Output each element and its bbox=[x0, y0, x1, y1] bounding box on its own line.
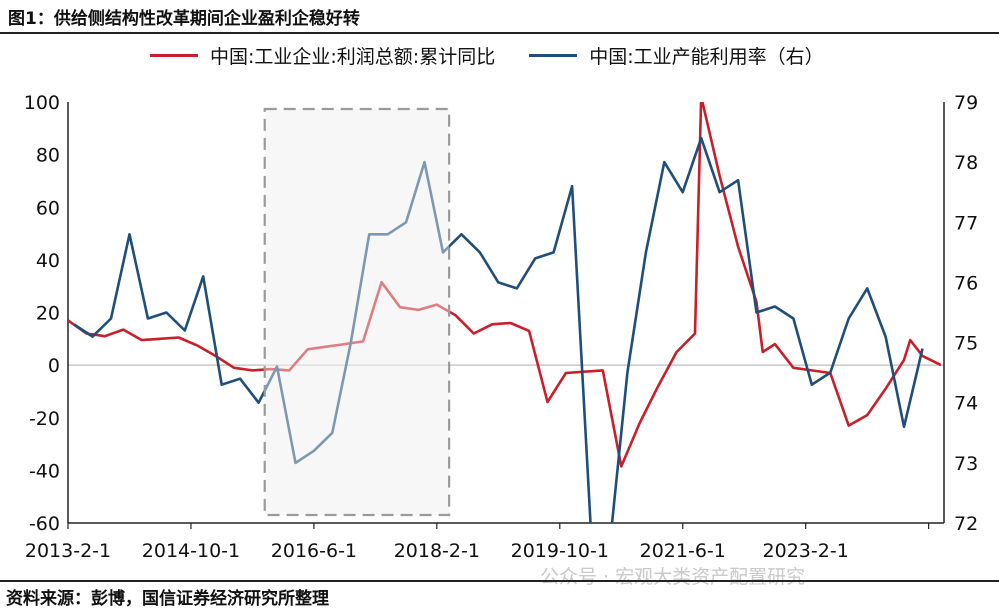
legend-swatch-capacity bbox=[529, 54, 578, 57]
y-left-tick-label: 20 bbox=[36, 303, 60, 325]
x-tick-label: 2021-6-1 bbox=[640, 540, 726, 562]
tick-labels-layer: 100 80 60 40 20 0 -20 -40 -60 79 78 77 76 75 74 73 72 201… bbox=[24, 92, 978, 562]
y-left-tick-label: -20 bbox=[29, 408, 60, 430]
figure-title: 图1：供给侧结构性改革期间企业盈利企稳好转 bbox=[8, 9, 360, 29]
title-rule bbox=[0, 32, 999, 34]
legend-label-profit: 中国:工业企业:利润总额:累计同比 bbox=[210, 46, 496, 68]
watermark: 公众号 · 宏观大类资产配置研究 bbox=[540, 566, 806, 588]
legend-label-capacity: 中国:工业产能利用率（右） bbox=[589, 46, 824, 68]
source-rule bbox=[0, 580, 999, 582]
axes-layer bbox=[67, 102, 945, 529]
series-line-profit bbox=[68, 102, 942, 468]
highlight-box-border bbox=[263, 107, 451, 517]
legend-item-capacity: 中国:工业产能利用率（右） bbox=[529, 42, 824, 69]
y-left-tick-label: 40 bbox=[36, 250, 60, 272]
chart-legend: 中国:工业企业:利润总额:累计同比 中国:工业产能利用率（右） bbox=[150, 42, 858, 69]
y-left-tick-label: 0 bbox=[48, 355, 60, 377]
x-tick-label: 2013-2-1 bbox=[25, 540, 111, 562]
series-layer bbox=[68, 102, 942, 523]
x-tick-label: 2023-2-1 bbox=[763, 540, 849, 562]
legend-swatch-profit bbox=[150, 54, 198, 57]
y-left-tick-label: 80 bbox=[36, 145, 60, 167]
y-left-tick-label: -60 bbox=[29, 513, 60, 535]
y-left-tick-label: -40 bbox=[29, 460, 60, 482]
y-left-tick-label: 100 bbox=[24, 92, 60, 114]
series-line-capacity bbox=[73, 136, 924, 523]
y-right-tick-label: 72 bbox=[954, 513, 978, 535]
y-right-tick-label: 79 bbox=[954, 92, 978, 114]
legend-item-profit: 中国:工业企业:利润总额:累计同比 bbox=[150, 42, 495, 69]
y-right-tick-label: 74 bbox=[954, 393, 978, 415]
highlight-overlay-layer bbox=[263, 107, 451, 517]
x-tick-label: 2018-2-1 bbox=[394, 540, 480, 562]
y-right-tick-label: 76 bbox=[954, 272, 978, 294]
source-note: 资料来源：彭博，国信证券经济研究所整理 bbox=[6, 589, 329, 609]
x-tick-label: 2016-6-1 bbox=[271, 540, 357, 562]
x-tick-label: 2019-10-1 bbox=[511, 540, 609, 562]
x-tick-label: 2014-10-1 bbox=[142, 540, 240, 562]
y-right-tick-label: 77 bbox=[954, 212, 978, 234]
y-right-tick-label: 75 bbox=[954, 333, 978, 355]
y-right-tick-label: 73 bbox=[954, 453, 978, 475]
y-left-tick-label: 60 bbox=[36, 197, 60, 219]
y-right-tick-label: 78 bbox=[954, 152, 978, 174]
